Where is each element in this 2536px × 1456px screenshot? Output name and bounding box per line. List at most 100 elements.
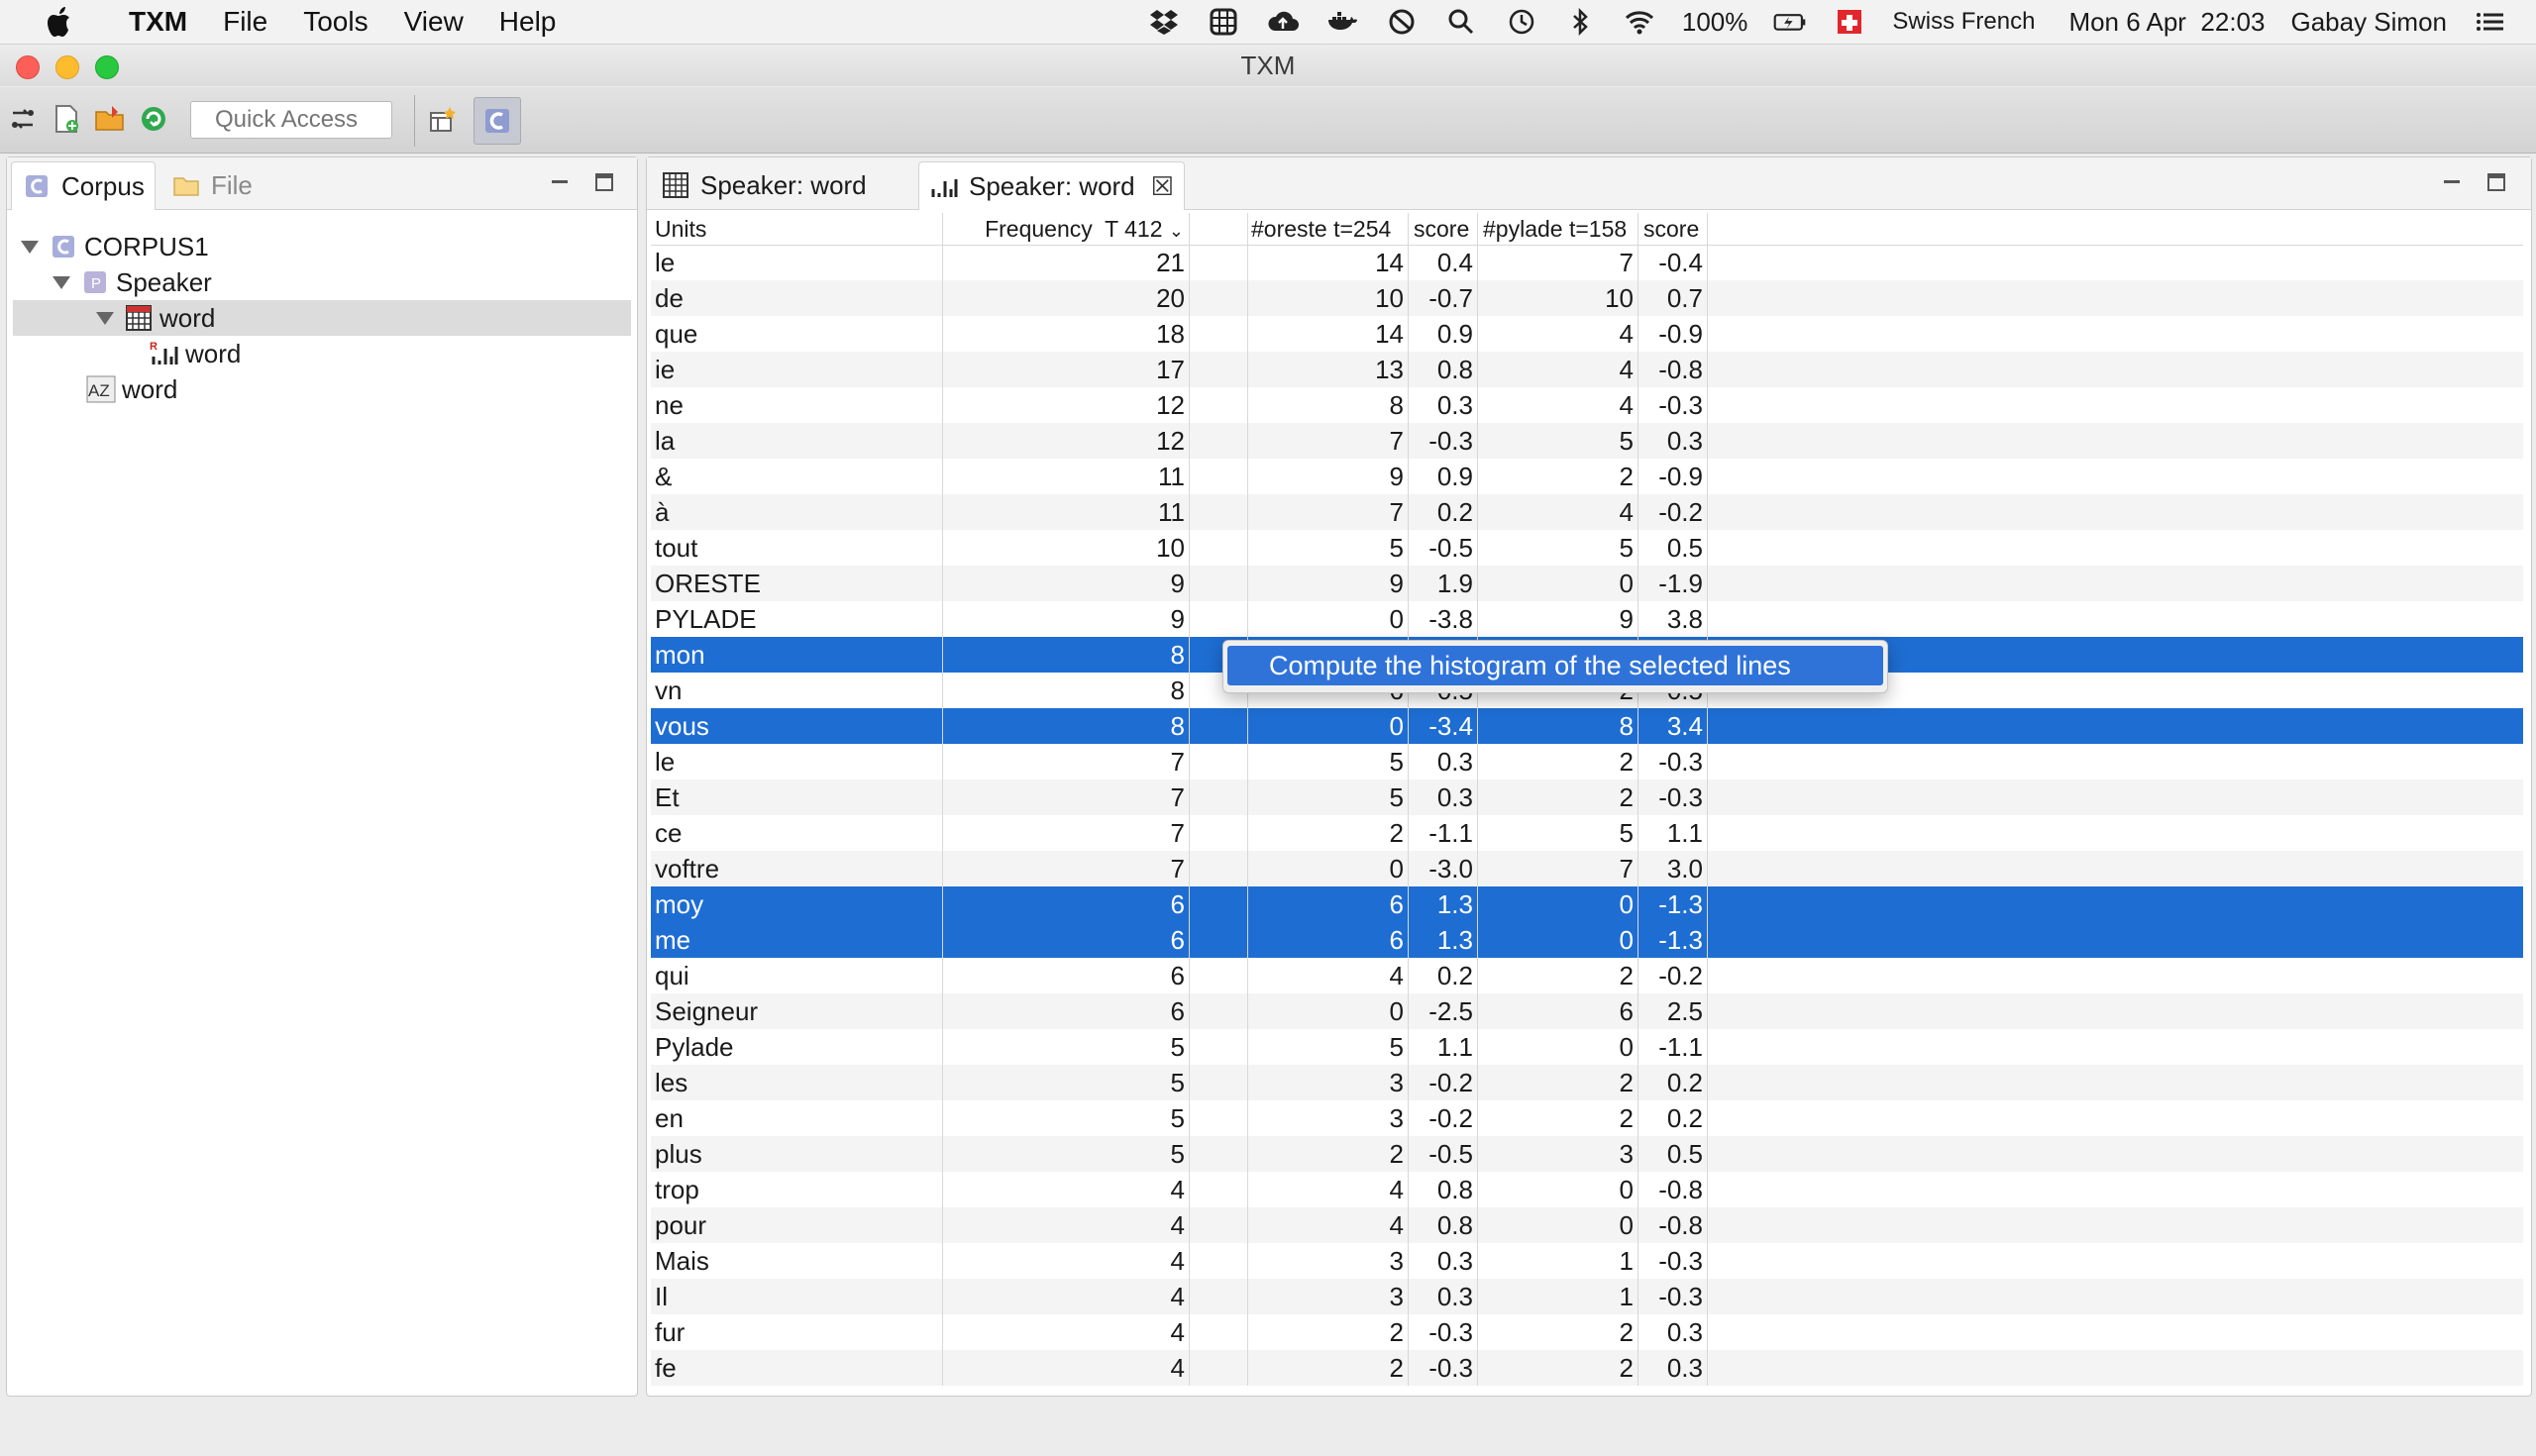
input-source-label[interactable]: Swiss French <box>1892 8 2036 35</box>
battery-icon[interactable] <box>1773 7 1807 37</box>
tree-node-lexical-table[interactable]: word <box>13 300 631 336</box>
open-perspective-icon[interactable] <box>420 97 466 143</box>
column-header-units[interactable]: Units <box>655 216 707 242</box>
minimize-view-button[interactable] <box>550 171 572 193</box>
column-header-frequency[interactable]: Frequency T 412 ⌄ <box>940 213 1188 245</box>
table-row[interactable]: Il 4 3 0.3 1 -0.3 <box>651 1279 2523 1314</box>
cell-score-pylade: -1.3 <box>1658 889 1703 919</box>
tab-specificities-label: Speaker: word <box>969 170 1135 201</box>
open-folder-icon[interactable] <box>93 102 127 136</box>
close-tab-icon[interactable]: ☒ <box>1150 170 1174 201</box>
txm-perspective-icon[interactable] <box>474 97 521 145</box>
do-not-disturb-icon[interactable] <box>1385 7 1419 37</box>
quick-access-input[interactable] <box>190 101 392 139</box>
user-name[interactable]: Gabay Simon <box>2290 7 2447 37</box>
table-row[interactable]: me 6 6 1.3 0 -1.3 <box>651 922 2523 958</box>
cell-unit: tout <box>655 533 698 563</box>
cell-oreste: 2 <box>1389 1139 1404 1169</box>
table-row[interactable]: en 5 3 -0.2 2 0.2 <box>651 1100 2523 1136</box>
apple-icon[interactable] <box>40 0 81 44</box>
minimize-window-button[interactable] <box>55 55 79 79</box>
app-grid-icon[interactable] <box>1207 7 1240 37</box>
tab-specificities[interactable]: Speaker: word ☒ <box>918 161 1185 210</box>
maximize-editor-button[interactable] <box>2487 173 2505 191</box>
table-row[interactable]: à 11 7 0.2 4 -0.2 <box>651 494 2523 530</box>
table-row[interactable]: tout 10 5 -0.5 5 0.5 <box>651 530 2523 566</box>
table-row[interactable]: Et 7 5 0.3 2 -0.3 <box>651 780 2523 815</box>
menu-help[interactable]: Help <box>498 6 557 37</box>
table-row[interactable]: qui 6 4 0.2 2 -0.2 <box>651 958 2523 993</box>
docker-icon[interactable] <box>1325 7 1359 37</box>
menu-file[interactable]: File <box>223 6 268 37</box>
column-header-score-oreste[interactable]: score <box>1414 216 1470 242</box>
time-machine-icon[interactable] <box>1504 7 1537 37</box>
table-row[interactable]: ce 7 2 -1.1 5 1.1 <box>651 815 2523 851</box>
tab-corpus-label: Corpus <box>61 170 145 201</box>
table-row[interactable]: fur 4 2 -0.3 2 0.3 <box>651 1314 2523 1350</box>
tab-lexical-table[interactable]: Speaker: word <box>651 161 877 209</box>
search-icon[interactable] <box>1444 7 1478 37</box>
table-row[interactable]: pour 4 4 0.8 0 -0.8 <box>651 1207 2523 1243</box>
specificities-icon: R <box>150 339 179 368</box>
expand-arrow-icon[interactable] <box>96 311 114 325</box>
context-menu: Compute the histogram of the selected li… <box>1222 640 1888 693</box>
table-row[interactable]: Pylade 5 5 1.1 0 -1.1 <box>651 1029 2523 1065</box>
cell-score-oreste: 0.3 <box>1436 747 1473 777</box>
close-window-button[interactable] <box>16 55 40 79</box>
expand-arrow-icon[interactable] <box>53 275 70 289</box>
table-row[interactable]: fe 4 2 -0.3 2 0.3 <box>651 1350 2523 1386</box>
minimize-editor-button[interactable] <box>2442 171 2464 193</box>
zoom-window-button[interactable] <box>95 55 119 79</box>
swap-icon[interactable] <box>6 102 40 136</box>
menu-tools[interactable]: Tools <box>303 6 369 37</box>
compute-histogram-menu-item[interactable]: Compute the histogram of the selected li… <box>1227 646 1883 685</box>
table-row[interactable]: ORESTE 9 9 1.9 0 -1.9 <box>651 566 2523 601</box>
tree-node-specificities[interactable]: R word <box>150 336 241 371</box>
menu-view[interactable]: View <box>403 6 464 37</box>
table-row[interactable]: que 18 14 0.9 4 -0.9 <box>651 316 2523 352</box>
cell-score-oreste: -3.4 <box>1428 711 1473 741</box>
import-icon[interactable] <box>137 102 170 136</box>
table-row[interactable]: Mais 4 3 0.3 1 -0.3 <box>651 1243 2523 1279</box>
tab-corpus[interactable]: Corpus <box>11 161 156 210</box>
expand-arrow-icon[interactable] <box>21 240 39 254</box>
table-row[interactable]: plus 5 2 -0.5 3 0.5 <box>651 1136 2523 1172</box>
table-row[interactable]: trop 4 4 0.8 0 -0.8 <box>651 1172 2523 1207</box>
table-row[interactable]: PYLADE 9 0 -3.8 9 3.8 <box>651 601 2523 637</box>
cell-unit: me <box>655 925 691 955</box>
cell-frequency: 5 <box>1170 1068 1185 1097</box>
cell-oreste: 5 <box>1389 533 1404 563</box>
column-header-oreste[interactable]: #oreste t=254 <box>1251 216 1392 242</box>
table-row[interactable]: vous 8 0 -3.4 8 3.4 <box>651 708 2523 744</box>
table-row[interactable]: de 20 10 -0.7 10 0.7 <box>651 280 2523 316</box>
column-header-score-pylade[interactable]: score <box>1643 216 1700 242</box>
wifi-icon[interactable] <box>1623 7 1656 37</box>
bluetooth-icon[interactable] <box>1563 7 1597 37</box>
tree-node-lexicon[interactable]: AZ word <box>86 371 177 407</box>
table-row[interactable]: ne 12 8 0.3 4 -0.3 <box>651 387 2523 423</box>
table-row[interactable]: Seigneur 6 0 -2.5 6 2.5 <box>651 993 2523 1029</box>
table-row[interactable]: le 7 5 0.3 2 -0.3 <box>651 744 2523 780</box>
table-row[interactable]: & 11 9 0.9 2 -0.9 <box>651 459 2523 494</box>
cloud-upload-icon[interactable] <box>1266 7 1300 37</box>
dropbox-icon[interactable] <box>1147 7 1181 37</box>
cell-frequency: 6 <box>1170 996 1185 1026</box>
table-row[interactable]: le 21 14 0.4 7 -0.4 <box>651 245 2523 280</box>
cell-pylade: 4 <box>1619 497 1634 527</box>
table-row[interactable]: les 5 3 -0.2 2 0.2 <box>651 1065 2523 1100</box>
cell-frequency: 5 <box>1170 1103 1185 1133</box>
new-file-icon[interactable] <box>50 102 83 136</box>
tree-node-corpus[interactable]: CORPUS1 <box>21 229 209 264</box>
clock[interactable]: Mon 6 Apr 22:03 <box>2068 7 2266 37</box>
column-header-pylade[interactable]: #pylade t=158 <box>1483 216 1628 242</box>
table-row[interactable]: moy 6 6 1.3 0 -1.3 <box>651 886 2523 922</box>
menu-app-name[interactable]: TXM <box>129 6 188 37</box>
maximize-view-button[interactable] <box>595 173 613 191</box>
notification-center-icon[interactable] <box>2473 7 2506 37</box>
tree-node-partition[interactable]: P Speaker <box>53 264 212 300</box>
table-row[interactable]: la 12 7 -0.3 5 0.3 <box>651 423 2523 459</box>
table-row[interactable]: voftre 7 0 -3.0 7 3.0 <box>651 851 2523 886</box>
table-row[interactable]: ie 17 13 0.8 4 -0.8 <box>651 352 2523 387</box>
swiss-flag-icon[interactable] <box>1833 7 1866 37</box>
tab-file[interactable]: File <box>161 161 263 209</box>
